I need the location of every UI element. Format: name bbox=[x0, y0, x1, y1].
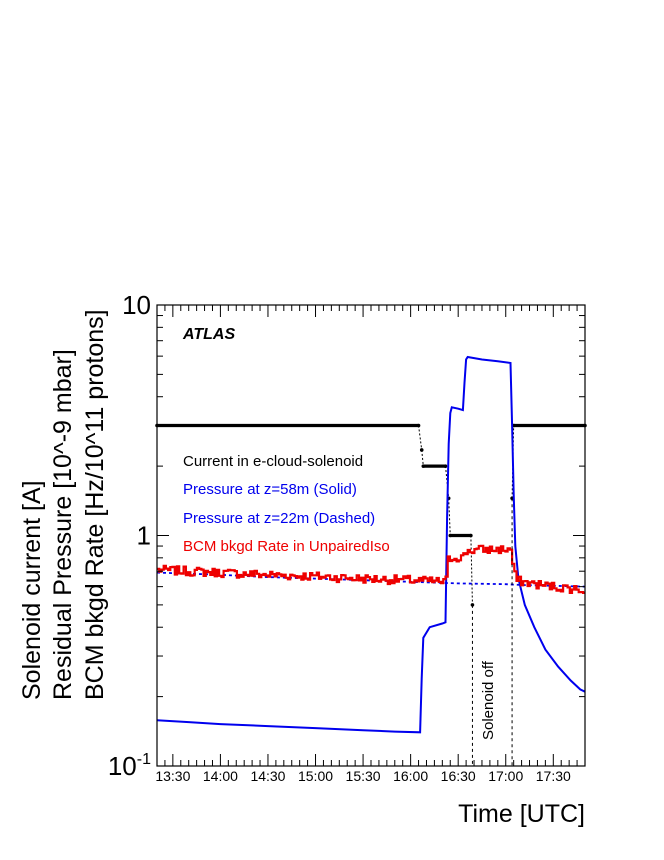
legend-entry-pressure-58m: Pressure at z=58m (Solid) bbox=[183, 481, 357, 498]
legend-entry-bcm-rate: BCM bkgd Rate in UnpairedIso bbox=[183, 538, 390, 555]
y-axis-title-line-2: Residual Pressure [10^-9 mbar] bbox=[49, 349, 77, 700]
current-transition bbox=[421, 449, 424, 467]
legend-entry-pressure-22m: Pressure at z=22m (Dashed) bbox=[183, 510, 375, 527]
y-tick-label: 10 bbox=[122, 290, 151, 320]
current-transition bbox=[418, 425, 423, 451]
x-tick-label: 16:30 bbox=[441, 768, 476, 784]
y-tick-label: 1 bbox=[137, 521, 151, 551]
atlas-label: ATLAS bbox=[182, 326, 235, 343]
x-tick-label: 14:00 bbox=[203, 768, 238, 784]
current-marker bbox=[448, 533, 453, 538]
y-axis-title-line-1: Solenoid current [A] bbox=[18, 480, 46, 700]
current-marker bbox=[419, 448, 424, 452]
current-marker bbox=[416, 423, 421, 428]
text-layer: ATLAS Current in e-cloud-solenoid Pressu… bbox=[18, 309, 585, 828]
y-tick-label: 10-1 bbox=[108, 751, 151, 781]
axes-layer: 10-1 1 10 13:30 14:00 14:30 15:00 15:30 16:00 16:… bbox=[108, 290, 586, 784]
y-axis-title-line-3: BCM bkgd Rate [Hz/10^11 protons] bbox=[81, 309, 109, 700]
current-transition bbox=[448, 498, 451, 536]
x-tick-label: 16:00 bbox=[393, 768, 428, 784]
solenoid-off-label: Solenoid off bbox=[480, 660, 497, 740]
series-line-1 bbox=[156, 355, 586, 734]
legend-entry-current: Current in e-cloud-solenoid bbox=[183, 453, 363, 470]
series-histogram-3 bbox=[157, 544, 585, 594]
current-marker bbox=[421, 464, 426, 468]
current-transition bbox=[470, 535, 473, 605]
current-marker bbox=[469, 533, 473, 538]
x-tick-label: 14:30 bbox=[250, 768, 285, 784]
x-tick-label: 13:30 bbox=[155, 768, 190, 784]
x-axis-title: Time [UTC] bbox=[458, 800, 585, 828]
x-tick-label: 15:30 bbox=[346, 768, 381, 784]
current-marker bbox=[443, 464, 448, 468]
x-tick-label: 17:30 bbox=[536, 768, 571, 784]
x-tick-label: 15:00 bbox=[298, 768, 333, 784]
data-layer bbox=[155, 355, 587, 766]
x-tick-label: 17:00 bbox=[488, 768, 523, 784]
plot-frame bbox=[156, 304, 586, 767]
